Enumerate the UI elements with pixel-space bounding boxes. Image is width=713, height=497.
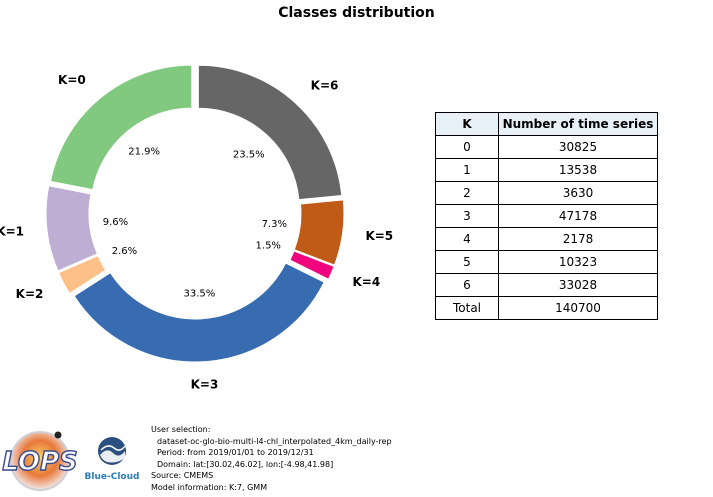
- pct-label: 7.3%: [262, 219, 287, 230]
- cell-total-count: 140700: [498, 296, 658, 320]
- slice-k2: [57, 254, 107, 295]
- header-k: K: [435, 112, 499, 136]
- cell-count: 47178: [498, 204, 658, 228]
- info-user-selection: User selection:: [151, 425, 211, 434]
- info-model: Model information: K:7, GMM: [151, 482, 268, 492]
- slice-k3: [73, 262, 325, 363]
- table-row: 2 3630: [435, 181, 658, 205]
- pct-label: 2.6%: [112, 246, 137, 257]
- cell-count: 30825: [498, 135, 658, 159]
- slice-k6: [197, 64, 343, 201]
- info-dataset: dataset-oc-glo-bio-multi-l4-chl_interpol…: [157, 436, 392, 446]
- info-source: Source: CMEMS: [151, 471, 214, 481]
- cell-count: 2178: [498, 227, 658, 251]
- cell-count: 13538: [498, 158, 658, 182]
- pct-label: 1.5%: [256, 241, 281, 252]
- cell-k: 3: [435, 204, 499, 228]
- cell-k: 6: [435, 273, 499, 297]
- header-count: Number of time series: [498, 112, 658, 136]
- cell-count: 3630: [498, 181, 658, 205]
- cell-k: 0: [435, 135, 499, 159]
- cell-total-label: Total: [435, 296, 499, 320]
- lops-logo: LOPS: [2, 431, 78, 491]
- table-row: 0 30825: [435, 135, 658, 159]
- class-label: K=5: [365, 229, 393, 243]
- class-label: K=1: [0, 225, 24, 239]
- class-label: K=4: [352, 275, 380, 289]
- pct-label: 33.5%: [184, 288, 216, 299]
- donut-chart: 21.9% K=0 9.6% K=1 2.6% K=2 33.5% K=3 1.5% K=4 7.3…: [0, 64, 393, 390]
- table-header-row: K Number of time series: [435, 112, 658, 136]
- blue-cloud-icon: [98, 437, 126, 465]
- class-label: K=2: [16, 287, 44, 301]
- cell-count: 10323: [498, 250, 658, 274]
- cell-k: 4: [435, 227, 499, 251]
- slice-k1: [45, 185, 99, 272]
- chart-title: Classes distribution: [278, 5, 435, 21]
- slice-k4: [289, 250, 335, 280]
- pct-label: 9.6%: [103, 217, 128, 228]
- pct-label: 23.5%: [233, 149, 265, 160]
- table-row: 5 10323: [435, 250, 658, 274]
- blue-cloud-logo-text: Blue-Cloud: [84, 472, 140, 482]
- table-total-row: Total 140700: [435, 296, 658, 320]
- table-row: 4 2178: [435, 227, 658, 251]
- class-label: K=6: [311, 79, 339, 93]
- selection-info: User selection: dataset-oc-glo-bio-multi…: [151, 424, 392, 494]
- cell-k: 1: [435, 158, 499, 182]
- slice-k0: [49, 64, 193, 191]
- table-row: 1 13538: [435, 158, 658, 182]
- cell-k: 2: [435, 181, 499, 205]
- lops-logo-text: LOPS: [2, 447, 78, 477]
- info-domain: Domain: lat:[30.02,46.02], lon:[-4.98,41…: [157, 459, 334, 469]
- cell-k: 5: [435, 250, 499, 274]
- blue-cloud-logo: Blue-Cloud: [80, 436, 144, 482]
- slice-k5: [293, 199, 345, 266]
- class-label: K=0: [58, 73, 86, 87]
- info-period: Period: from 2019/01/01 to 2019/12/31: [157, 448, 314, 458]
- class-label: K=3: [191, 378, 219, 390]
- cell-count: 33028: [498, 273, 658, 297]
- table-row: 3 47178: [435, 204, 658, 228]
- table-row: 6 33028: [435, 273, 658, 297]
- pct-label: 21.9%: [128, 147, 160, 158]
